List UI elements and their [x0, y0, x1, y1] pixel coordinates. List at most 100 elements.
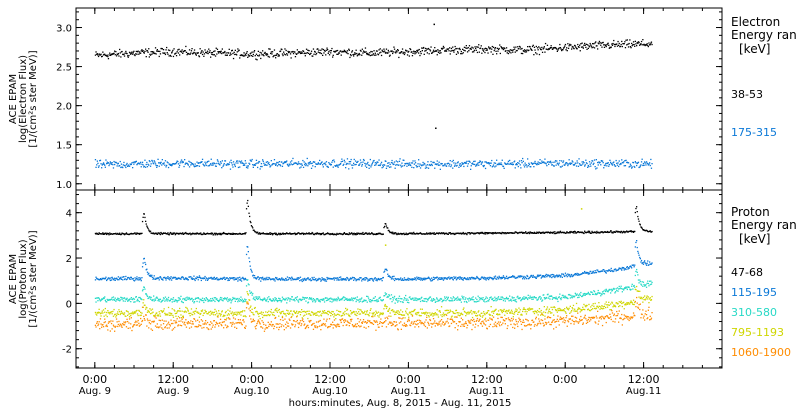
- data-point: [106, 315, 108, 318]
- data-point: [601, 270, 604, 272]
- data-point: [497, 277, 499, 279]
- data-point: [527, 298, 529, 301]
- data-point: [173, 48, 175, 50]
- data-point: [373, 233, 375, 235]
- data-point: [281, 277, 283, 279]
- data-point: [468, 232, 471, 234]
- data-point: [588, 45, 590, 47]
- data-point: [523, 278, 526, 280]
- data-point: [582, 295, 584, 297]
- data-point: [242, 55, 245, 57]
- data-point: [299, 298, 302, 300]
- data-point: [175, 52, 177, 54]
- data-point: [570, 44, 572, 46]
- data-point: [571, 297, 573, 299]
- data-point: [531, 296, 534, 298]
- data-point: [112, 296, 115, 298]
- data-point: [252, 227, 254, 229]
- data-point: [647, 260, 649, 262]
- data-point: [171, 312, 173, 315]
- data-point: [374, 162, 376, 164]
- data-point: [262, 54, 264, 56]
- data-point: [364, 47, 367, 49]
- data-point: [133, 280, 136, 282]
- data-point: [330, 52, 332, 54]
- data-point: [532, 44, 534, 46]
- data-point: [249, 159, 251, 161]
- data-point: [146, 294, 148, 296]
- data-point: [441, 277, 443, 279]
- data-point: [283, 279, 285, 281]
- data-point: [396, 299, 398, 302]
- proton-series-47-68: [94, 199, 653, 236]
- data-point: [579, 294, 581, 296]
- data-point: [268, 162, 270, 164]
- data-point: [231, 162, 233, 164]
- data-point: [567, 43, 569, 45]
- data-point: [307, 52, 310, 54]
- data-point: [237, 233, 240, 235]
- data-point: [374, 277, 376, 279]
- data-point: [627, 43, 629, 45]
- data-point: [179, 297, 181, 299]
- data-point: [497, 278, 500, 280]
- data-point: [164, 277, 167, 279]
- data-point: [132, 277, 134, 280]
- data-point: [275, 278, 277, 280]
- data-point: [257, 54, 259, 57]
- data-point: [130, 301, 132, 303]
- data-point: [218, 310, 220, 312]
- data-point: [553, 165, 555, 167]
- data-point: [595, 292, 597, 295]
- data-point: [484, 167, 487, 170]
- data-point: [282, 54, 284, 57]
- data-point: [471, 299, 474, 301]
- data-point: [594, 42, 596, 44]
- data-point: [525, 276, 527, 278]
- data-point: [562, 273, 565, 276]
- data-point: [198, 301, 201, 303]
- data-point: [236, 160, 238, 162]
- data-point: [636, 271, 638, 273]
- data-point: [476, 276, 479, 279]
- data-point: [586, 162, 588, 165]
- data-point: [593, 47, 596, 49]
- data-point: [473, 163, 475, 166]
- data-point: [101, 310, 103, 312]
- data-point: [302, 159, 304, 162]
- data-point: [126, 297, 128, 299]
- data-point: [208, 165, 210, 167]
- data-point: [240, 54, 243, 56]
- data-point: [341, 51, 343, 53]
- data-point: [525, 296, 527, 298]
- data-point: [243, 52, 245, 54]
- data-point: [639, 258, 641, 260]
- data-point: [115, 316, 117, 318]
- data-point: [358, 232, 360, 234]
- data-point: [170, 314, 172, 316]
- data-point: [470, 278, 472, 280]
- data-point: [633, 43, 635, 46]
- data-point: [106, 54, 108, 56]
- data-point: [248, 162, 250, 164]
- data-point: [143, 165, 145, 168]
- data-point: [328, 297, 331, 300]
- data-point: [561, 297, 563, 299]
- data-point: [110, 54, 113, 56]
- data-point: [408, 164, 410, 166]
- data-point: [577, 43, 579, 46]
- data-point: [221, 310, 223, 312]
- data-point: [372, 279, 374, 281]
- data-point: [118, 165, 120, 167]
- data-point: [302, 278, 304, 280]
- data-point: [596, 167, 598, 169]
- data-point: [354, 53, 357, 55]
- data-point: [195, 233, 197, 235]
- data-point: [557, 232, 559, 234]
- data-point: [171, 165, 173, 167]
- data-point: [310, 52, 312, 54]
- data-point: [219, 298, 221, 300]
- data-point: [478, 300, 480, 302]
- data-point: [480, 45, 482, 47]
- data-point: [379, 296, 381, 298]
